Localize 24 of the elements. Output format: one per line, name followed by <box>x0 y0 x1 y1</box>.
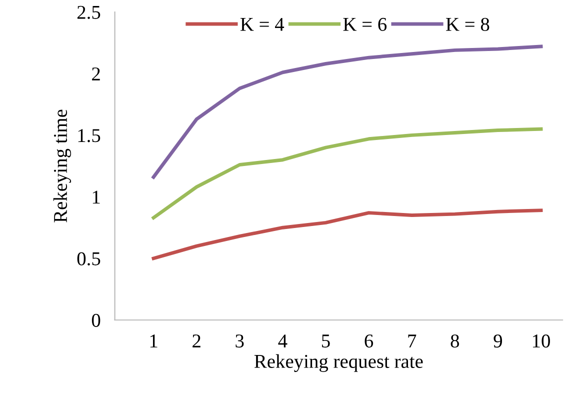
y-tick-label: 0.5 <box>77 252 100 266</box>
x-axis-title: Rekeying request rate <box>254 354 423 372</box>
y-tick-label: 1.5 <box>78 129 100 142</box>
line-series <box>152 127 543 220</box>
x-tick-label: 6 <box>364 334 374 348</box>
x-tick-label: 1 <box>150 334 158 348</box>
y-tick-label: 1 <box>92 190 100 204</box>
legend-label: K = 4 <box>240 18 284 31</box>
x-tick-label: 2 <box>192 334 200 348</box>
x-tick-label: 10 <box>532 334 550 348</box>
x-tick-label: 8 <box>450 334 460 348</box>
legend-label: K = 6 <box>343 18 387 31</box>
line-series <box>152 208 543 260</box>
x-tick-label: 5 <box>322 334 330 348</box>
x-tick-label: 4 <box>278 334 288 348</box>
x-tick-label: 3 <box>236 334 244 348</box>
y-tick-label: 0 <box>92 314 100 327</box>
line-series <box>152 44 543 179</box>
y-tick-label: 2 <box>92 67 100 80</box>
y-axis-title: Rekeying time <box>53 110 72 222</box>
legend-label: K = 8 <box>446 18 490 31</box>
x-tick-label: 9 <box>494 334 502 348</box>
y-tick-label: 2.5 <box>77 6 100 20</box>
x-tick-label: 7 <box>408 334 416 348</box>
